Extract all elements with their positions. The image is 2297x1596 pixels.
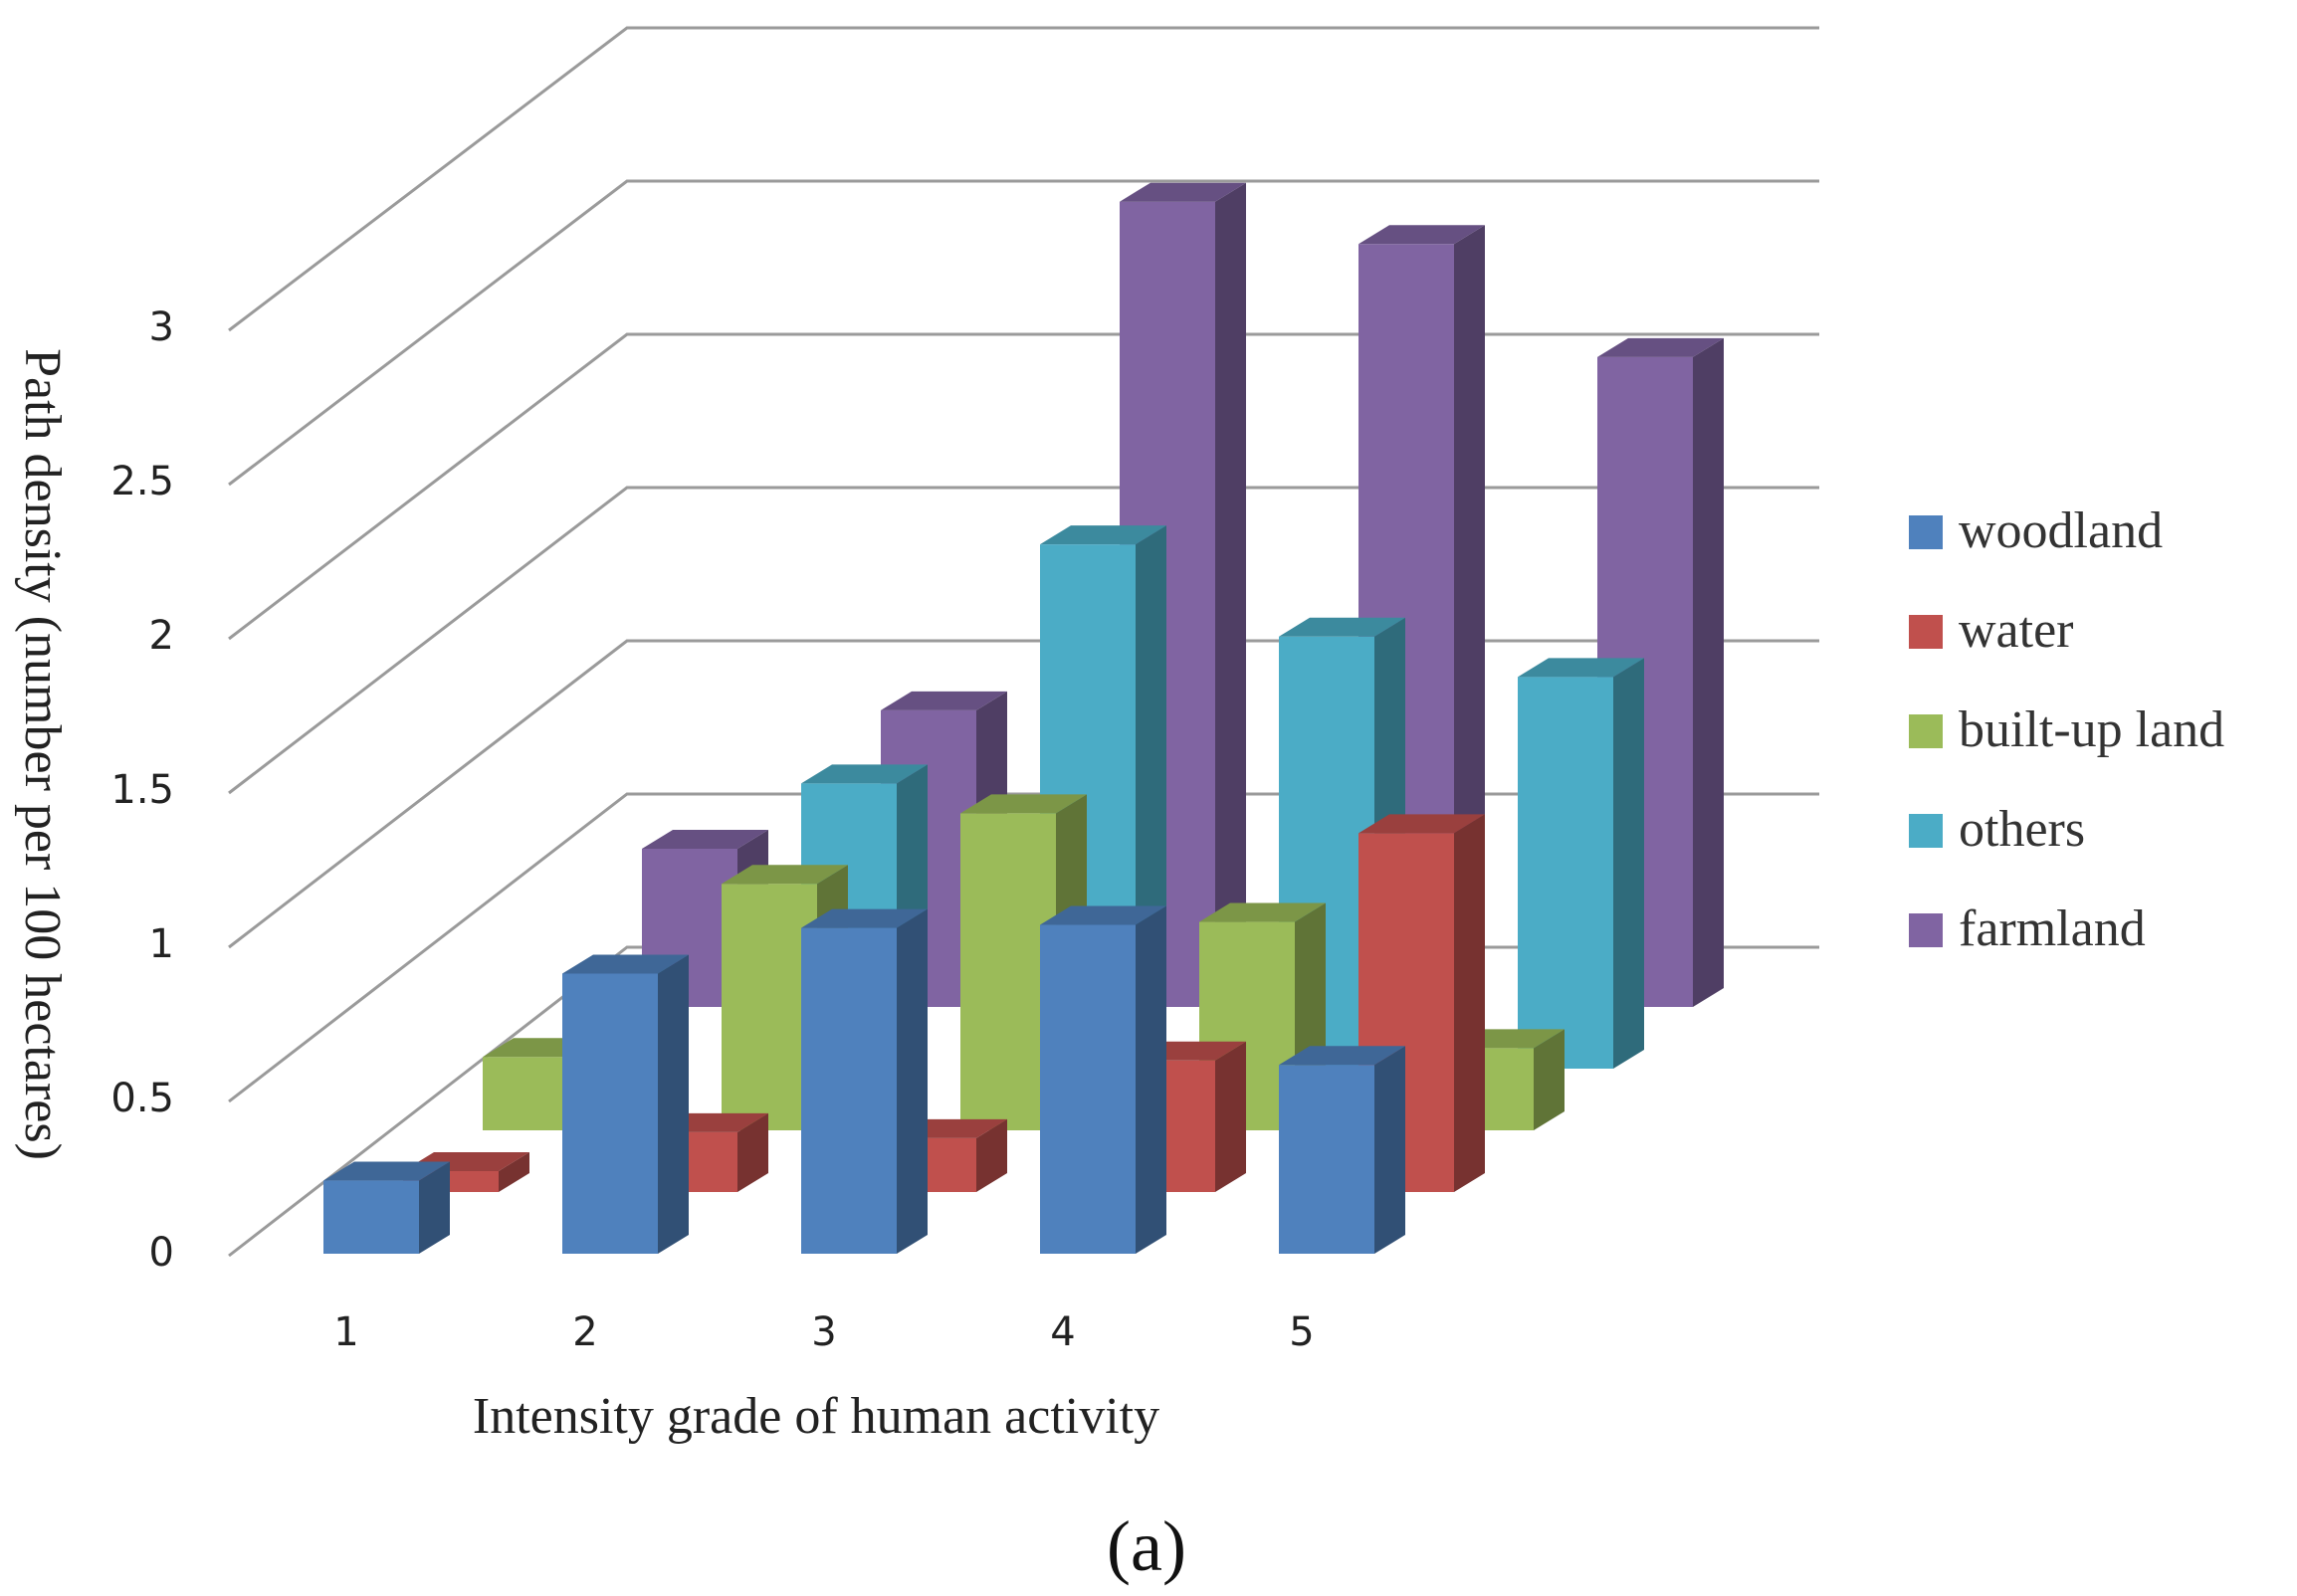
bar-top	[1040, 905, 1166, 925]
bar-top	[1518, 658, 1644, 678]
y-axis-title: Path density (number per 100 hectares)	[14, 348, 71, 1160]
x-tick-label: 5	[1289, 1309, 1314, 1355]
legend-swatch	[1909, 515, 1943, 549]
bar-front	[1040, 924, 1136, 1254]
legend-item-farmland: farmland	[1909, 900, 2146, 957]
bar-side	[1454, 814, 1485, 1192]
bar-side	[1215, 182, 1246, 1008]
bar-woodland-3	[801, 908, 928, 1254]
bar-top	[1358, 814, 1485, 834]
bar-top	[801, 764, 928, 784]
bar-woodland-2	[562, 954, 689, 1254]
bar-top	[1358, 225, 1485, 245]
bar-top	[1199, 902, 1326, 922]
bar-side	[1215, 1041, 1246, 1192]
legend-label: farmland	[1959, 900, 2146, 957]
bar-top	[881, 691, 1007, 710]
bar-top	[960, 794, 1087, 814]
y-tick-label: 0	[149, 1230, 174, 1276]
bar-woodland-1	[323, 1161, 450, 1254]
bar-side	[1136, 905, 1166, 1254]
bar-side	[1374, 1046, 1405, 1254]
x-axis-ticks: 1 2 3 4 5	[333, 1309, 1314, 1355]
bar-side	[1454, 225, 1485, 1008]
x-tick-label: 2	[572, 1309, 597, 1355]
gridline-6	[228, 26, 1819, 332]
bar-top	[323, 1161, 450, 1181]
bar-side	[737, 1112, 768, 1192]
legend-label: water	[1959, 602, 2073, 659]
legend-item-built-up-land: built-up land	[1909, 701, 2224, 758]
bar-front	[1279, 1065, 1374, 1254]
bar-top	[722, 865, 848, 885]
bar-top	[642, 829, 768, 849]
gridlines	[228, 26, 1819, 1258]
x-tick-label: 1	[333, 1309, 358, 1355]
y-tick-label: 3	[149, 304, 174, 350]
bar-side	[1534, 1029, 1565, 1130]
bar-woodland-5	[1279, 1046, 1405, 1254]
x-tick-label: 3	[811, 1309, 836, 1355]
bar-water-3	[881, 1118, 1007, 1192]
bar-side	[1693, 337, 1724, 1007]
bar-side	[499, 1151, 529, 1192]
legend-label: woodland	[1959, 502, 2163, 559]
bar-side	[658, 954, 689, 1254]
bar-top	[562, 954, 689, 974]
legend: woodland water built-up land others farmland	[1909, 502, 2224, 957]
legend-swatch	[1909, 913, 1943, 947]
y-tick-label: 2.5	[110, 459, 174, 504]
y-tick-label: 1	[149, 921, 174, 967]
legend-label: others	[1959, 801, 2085, 858]
bar-front	[562, 973, 658, 1254]
legend-swatch	[1909, 615, 1943, 649]
y-tick-label: 0.5	[110, 1076, 174, 1121]
bar-top	[801, 908, 928, 928]
legend-label: built-up land	[1959, 701, 2224, 758]
bar-side	[897, 908, 928, 1254]
bar-front	[323, 1180, 419, 1254]
bar-top	[1279, 617, 1405, 637]
bar-top	[1120, 182, 1246, 202]
bar-front	[801, 927, 897, 1254]
bar-side	[1613, 658, 1644, 1069]
bar-front	[1518, 677, 1613, 1069]
legend-item-others: others	[1909, 801, 2085, 858]
bar-side	[419, 1161, 450, 1254]
bar-top	[1597, 337, 1724, 357]
y-axis-ticks: 0 0.5 1 1.5 2 2.5 3	[110, 304, 174, 1276]
legend-item-woodland: woodland	[1909, 502, 2163, 559]
bar-top	[1279, 1046, 1405, 1066]
legend-swatch	[1909, 814, 1943, 848]
y-tick-label: 2	[149, 613, 174, 659]
bar-side	[976, 1118, 1007, 1192]
legend-item-water: water	[1909, 602, 2073, 659]
y-tick-label: 1.5	[110, 767, 174, 813]
bar-woodland-4	[1040, 905, 1166, 1254]
bar-others-5	[1518, 658, 1644, 1069]
legend-swatch	[1909, 714, 1943, 748]
bars	[323, 182, 1724, 1254]
x-tick-label: 4	[1050, 1309, 1075, 1355]
gridline-5	[228, 179, 1819, 487]
x-axis-title: Intensity grade of human activity	[473, 1388, 1159, 1445]
panel-label: (a)	[1107, 1506, 1186, 1586]
bar-top	[1040, 525, 1166, 545]
